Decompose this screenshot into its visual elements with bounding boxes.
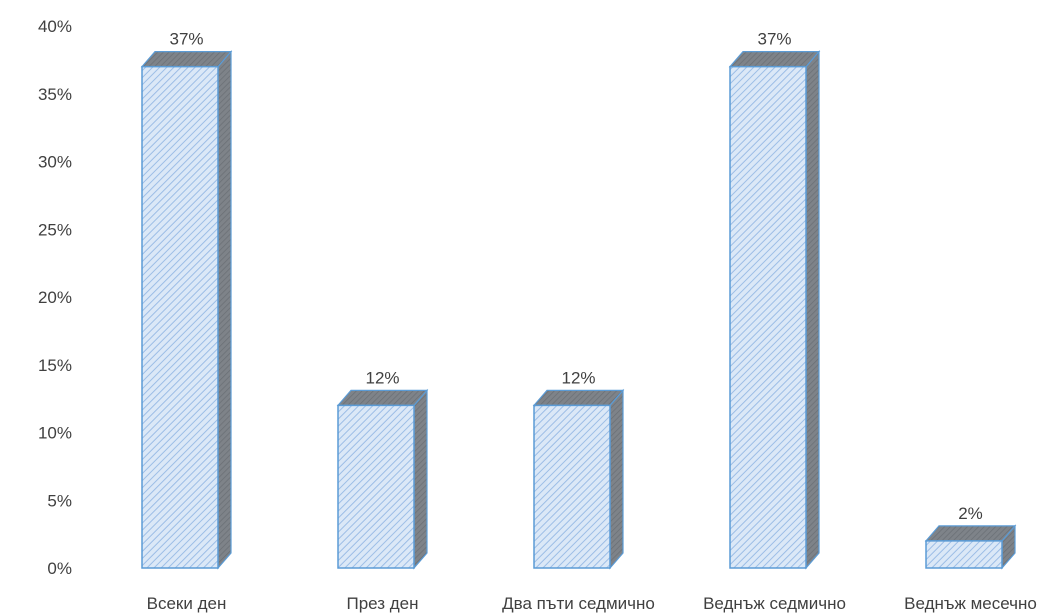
bar [140,50,233,570]
bar [532,388,625,570]
bar-top [924,525,1017,542]
bar-top [532,389,625,406]
data-label: 37% [757,30,791,49]
bar-side [805,50,820,570]
bars: 37% 12% 12% 37% 2% [140,30,1017,570]
bar-top [728,51,821,68]
bar-side [217,50,232,570]
bar-front [337,404,415,569]
y-tick-label: 10% [38,424,72,443]
bar-front [729,65,807,569]
y-tick-label: 0% [47,559,72,578]
data-label: 37% [169,30,203,49]
y-tick-label: 40% [38,17,72,36]
bar-front [533,404,611,569]
bar-front [141,65,219,569]
bar [924,524,1017,570]
bar [336,388,429,570]
y-tick-label: 30% [38,153,72,172]
bar-front [925,540,1003,569]
y-tick-label: 25% [38,220,72,239]
data-label: 12% [561,368,595,387]
y-axis: 0% 5% 10% 15% 20% 25% 30% 35% 40% [38,17,72,578]
x-category-label: Всеки ден [147,594,227,613]
y-tick-label: 20% [38,288,72,307]
x-category-label: Веднъж седмично [703,594,846,613]
bar [728,50,821,570]
y-tick-label: 35% [38,85,72,104]
y-tick-label: 5% [47,491,72,510]
data-label: 2% [958,504,983,523]
x-category-label: През ден [346,594,418,613]
data-label: 12% [365,368,399,387]
bar-side [609,388,624,570]
bar-top [336,389,429,406]
bar-side [413,388,428,570]
x-category-label: Два пъти седмично [502,594,655,613]
bar-top [140,51,233,68]
x-axis: Всеки ден През ден Два пъти седмично Веднъж… [147,594,1037,613]
y-tick-label: 15% [38,356,72,375]
x-category-label: Веднъж месечно [904,594,1037,613]
